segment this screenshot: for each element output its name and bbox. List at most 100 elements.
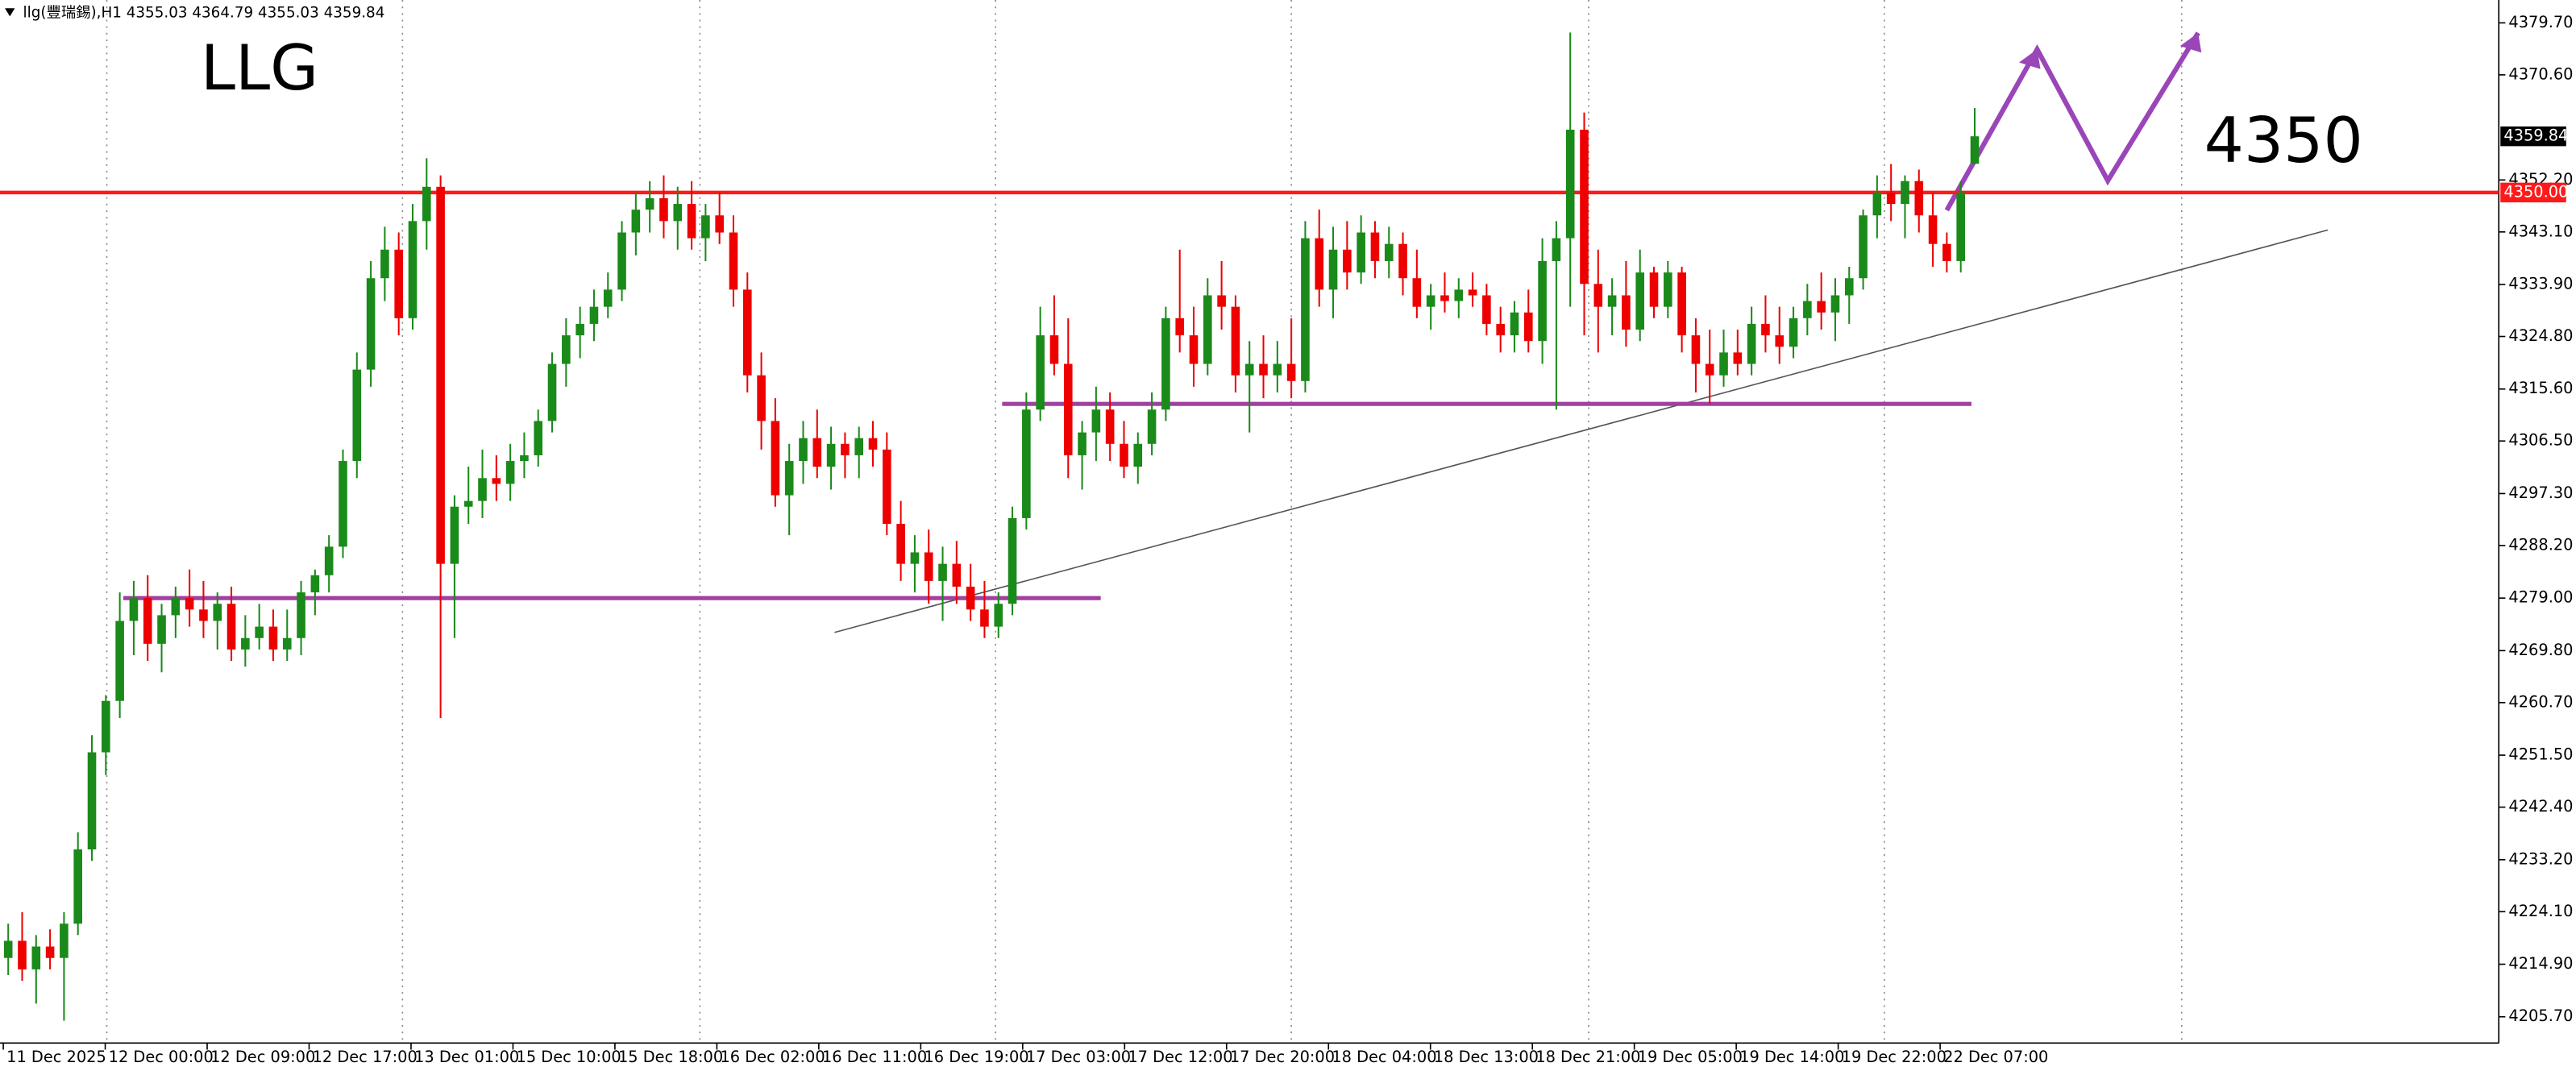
x-tick-label: 16 Dec 11:00 — [822, 1048, 927, 1066]
candle-body — [73, 849, 83, 924]
candle-body — [742, 289, 752, 376]
y-tick-label: 4324.80 — [2508, 326, 2573, 345]
candle-body — [45, 946, 55, 958]
candle-body — [478, 478, 487, 501]
candle-body — [966, 586, 975, 610]
candle-body — [924, 552, 933, 581]
candle-body — [1942, 243, 1951, 261]
candle-body — [1607, 295, 1617, 307]
candle-body — [1357, 232, 1365, 273]
candle-body — [1859, 215, 1868, 279]
candle-body — [1649, 272, 1659, 307]
candle-body — [408, 221, 418, 318]
candle-body — [1928, 215, 1938, 244]
candle-body — [1803, 301, 1812, 318]
candle-body — [339, 461, 347, 547]
candle-body — [1008, 517, 1017, 604]
candle-body — [310, 575, 320, 593]
candle-body — [841, 443, 850, 455]
candle-body — [1412, 278, 1422, 307]
x-tick-label: 17 Dec 20:00 — [1230, 1048, 1335, 1066]
candle-body — [659, 197, 668, 222]
candle-body — [60, 924, 69, 958]
candle-body — [715, 215, 724, 233]
annotation: 4350 — [2204, 105, 2363, 177]
candle-body — [534, 421, 543, 455]
candle-body — [994, 604, 1003, 627]
candle-body — [589, 306, 599, 324]
candle-body — [199, 609, 208, 621]
x-tick-label: 12 Dec 09:00 — [210, 1048, 315, 1066]
candle-body — [883, 449, 891, 525]
candle-body — [980, 609, 989, 627]
y-tick-label: 4370.60 — [2508, 64, 2573, 83]
candle-body — [1328, 249, 1338, 290]
candle-body — [673, 204, 683, 222]
candle-body — [938, 563, 947, 581]
candle-body — [1078, 432, 1086, 455]
candle-body — [1789, 318, 1798, 347]
candle-body — [1901, 181, 1909, 205]
forecast-arrow — [1944, 31, 2200, 212]
candle-body — [1426, 295, 1435, 307]
x-tick-label: 17 Dec 12:00 — [1128, 1048, 1232, 1066]
candle-body — [729, 232, 738, 290]
candle-body — [436, 186, 445, 564]
candle-body — [868, 438, 878, 450]
candle-body — [1454, 289, 1464, 301]
y-tick-label: 4306.50 — [2508, 431, 2573, 450]
candle-body — [1175, 318, 1184, 336]
level-tag-label: 4350.00 — [2503, 182, 2568, 201]
candle-body — [1049, 335, 1059, 364]
candle-body — [297, 592, 305, 638]
candle-body — [1244, 363, 1254, 376]
x-tick-label: 18 Dec 04:00 — [1332, 1048, 1436, 1066]
candle-body — [3, 940, 13, 958]
candle-body — [1496, 323, 1505, 336]
x-tick-label: 22 Dec 07:00 — [1943, 1048, 2048, 1066]
candle-body — [1677, 272, 1686, 336]
x-tick-label: 19 Dec 22:00 — [1842, 1048, 1947, 1066]
candle-body — [1398, 243, 1407, 279]
candle-body — [31, 946, 41, 969]
y-tick-label: 4288.20 — [2508, 535, 2573, 554]
y-tick-label: 4379.70 — [2508, 13, 2573, 31]
candle-body — [1286, 363, 1296, 381]
candle-body — [1203, 295, 1212, 364]
y-tick-label: 4343.10 — [2508, 222, 2573, 240]
x-tick-label: 19 Dec 14:00 — [1739, 1048, 1844, 1066]
candle-body — [1719, 352, 1728, 376]
candle-body — [1161, 318, 1170, 410]
x-tick-label: 18 Dec 13:00 — [1434, 1048, 1539, 1066]
candle-body — [1231, 306, 1240, 376]
candle-body — [910, 552, 920, 564]
last-price-tag — [2500, 126, 2566, 147]
candle-body — [1384, 243, 1394, 261]
candle-body — [352, 369, 362, 462]
x-tick-label: 11 Dec 2025 — [6, 1048, 106, 1066]
y-tick-label: 4224.10 — [2508, 902, 2573, 920]
candle-body — [1147, 409, 1157, 444]
chart-title: LLG — [201, 32, 318, 105]
candle-body — [87, 752, 97, 850]
menu-arrow[interactable] — [5, 8, 15, 17]
arrow-head — [2179, 32, 2202, 53]
candle-body — [1538, 260, 1547, 342]
candle-body — [687, 204, 696, 239]
candle-body — [1105, 409, 1115, 444]
candle-body — [1593, 284, 1603, 307]
x-tick-label: 15 Dec 10:00 — [517, 1048, 621, 1066]
candle-body — [562, 335, 571, 364]
candle-body — [1120, 443, 1128, 467]
candle-body — [952, 563, 962, 587]
candle-body — [268, 626, 278, 650]
candle-body — [1664, 272, 1672, 307]
candle-body — [1635, 272, 1645, 330]
candle-body — [826, 443, 836, 467]
candle-body — [505, 461, 515, 484]
candle-body — [129, 598, 139, 621]
candle-body — [1259, 363, 1268, 376]
candle-body — [324, 546, 334, 575]
